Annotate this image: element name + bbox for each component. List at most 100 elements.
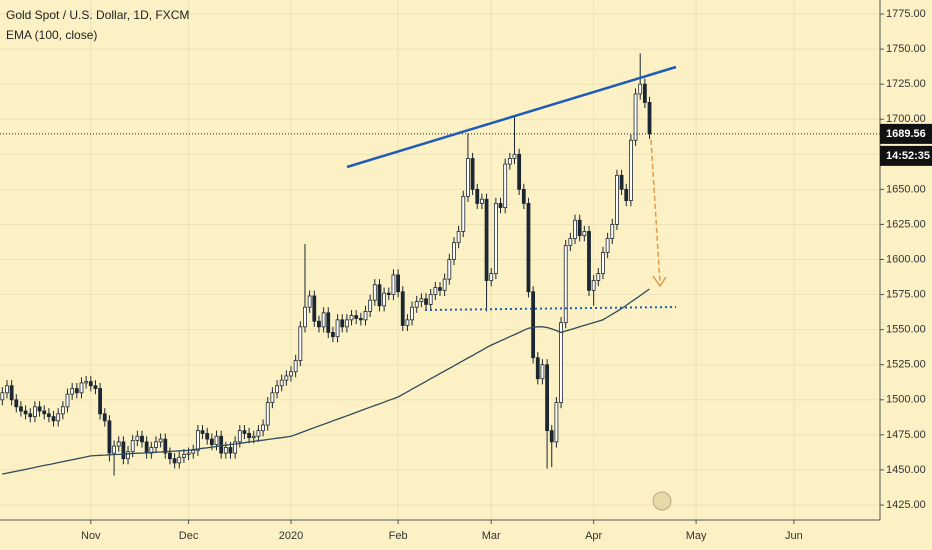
- x-tick-label: Apr: [585, 530, 602, 542]
- candle-body: [70, 388, 75, 395]
- x-tick-label: Nov: [81, 530, 101, 542]
- x-tick-label: Dec: [179, 530, 199, 542]
- candle-body: [531, 291, 536, 359]
- candle-body: [489, 273, 494, 281]
- candle-body: [154, 441, 158, 448]
- candle-body: [23, 410, 28, 415]
- candle-body: [363, 311, 368, 321]
- candle-body: [307, 295, 312, 308]
- candle-body: [28, 413, 33, 418]
- candle-body: [261, 424, 265, 432]
- y-tick-label: 1775.00: [886, 8, 926, 20]
- y-tick-label: 1700.00: [886, 113, 926, 125]
- candle-body: [251, 435, 256, 439]
- candle-body: [433, 287, 438, 295]
- candle-body: [51, 416, 56, 422]
- candle-body: [549, 430, 554, 443]
- last-price-label: 1689.56: [886, 128, 926, 140]
- candle-body: [456, 231, 461, 244]
- candle-body: [521, 188, 526, 204]
- candle-body: [349, 315, 354, 321]
- candle-body: [237, 430, 242, 443]
- candle-body: [410, 306, 414, 321]
- candle-body: [484, 198, 489, 281]
- candle-body: [396, 274, 400, 293]
- y-tick-label: 1750.00: [886, 43, 926, 55]
- candle-body: [303, 306, 307, 328]
- candle-body: [284, 375, 289, 381]
- candle-body: [470, 158, 475, 190]
- candle-body: [74, 388, 79, 394]
- candle-body: [461, 195, 466, 232]
- plot: [0, 53, 880, 476]
- y-tick-label: 1525.00: [886, 359, 926, 371]
- indicator-line: [2, 288, 650, 475]
- candle-body: [33, 406, 37, 418]
- candle-body: [438, 287, 442, 291]
- candle-body: [642, 83, 647, 103]
- y-tick-label: 1725.00: [886, 78, 926, 90]
- candle-body: [493, 202, 498, 274]
- candle-body: [0, 392, 5, 401]
- candle-body: [195, 430, 200, 451]
- candle-body: [377, 284, 382, 307]
- candle-body: [591, 280, 596, 291]
- candle-body: [126, 451, 130, 460]
- candle-body: [223, 447, 228, 454]
- candle-body: [545, 364, 549, 432]
- price-axis-bg: [880, 0, 932, 550]
- candle-body: [628, 139, 633, 201]
- candle-body: [563, 245, 568, 324]
- candle-body: [209, 438, 214, 446]
- candle-body: [60, 406, 65, 415]
- candle-body: [317, 320, 321, 328]
- candle-body: [121, 441, 126, 460]
- candle-body: [466, 158, 470, 197]
- y-tick-label: 1600.00: [886, 253, 926, 265]
- chart-title: Gold Spot / U.S. Dollar, 1D, FXCM: [6, 8, 189, 22]
- candle-body: [442, 278, 447, 291]
- candle-body: [424, 298, 428, 305]
- y-tick-label: 1425.00: [886, 499, 926, 511]
- x-tick-label: Mar: [482, 530, 501, 542]
- candle-body: [214, 435, 219, 446]
- candle-body: [340, 319, 345, 328]
- candle-body: [233, 441, 238, 454]
- candle-body: [200, 430, 205, 434]
- candle-body: [601, 252, 605, 274]
- support-line: [424, 306, 677, 311]
- y-tick-label: 1650.00: [886, 183, 926, 195]
- candle-body: [414, 301, 419, 308]
- candle-body: [247, 433, 252, 439]
- grid: [0, 0, 880, 520]
- candle-body: [577, 219, 582, 237]
- candle-body: [14, 399, 19, 408]
- candle-body: [647, 102, 652, 135]
- candle-body: [326, 312, 331, 333]
- candle-body: [140, 435, 144, 443]
- candle-body: [191, 449, 196, 454]
- candle-body: [517, 153, 522, 190]
- candle-body: [242, 430, 247, 434]
- candle-body: [400, 291, 405, 326]
- candle-body: [540, 364, 545, 380]
- candle-body: [428, 294, 433, 305]
- candle-body: [275, 385, 279, 394]
- last-price-box: [880, 123, 932, 144]
- candle-body: [573, 219, 577, 239]
- projection-arrow: [650, 139, 661, 284]
- candle-body: [37, 406, 42, 412]
- indicator-legend: EMA (100, close): [6, 28, 97, 42]
- axes: 1425.00 1450.00 1475.00 1500.00 1525.00 1550.…: [81, 8, 932, 542]
- candle-body: [93, 385, 98, 389]
- candle-body: [265, 402, 270, 426]
- x-tick-label: May: [686, 530, 707, 542]
- candle-body: [112, 445, 116, 454]
- candle-body: [633, 93, 638, 141]
- candle-body: [293, 360, 298, 373]
- candle-body: [512, 153, 517, 159]
- candle-body: [84, 381, 89, 384]
- candle-body: [582, 231, 587, 237]
